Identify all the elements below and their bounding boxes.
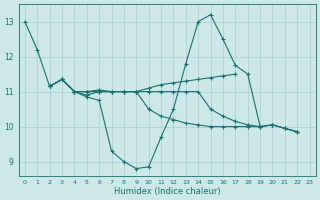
X-axis label: Humidex (Indice chaleur): Humidex (Indice chaleur) xyxy=(114,187,220,196)
